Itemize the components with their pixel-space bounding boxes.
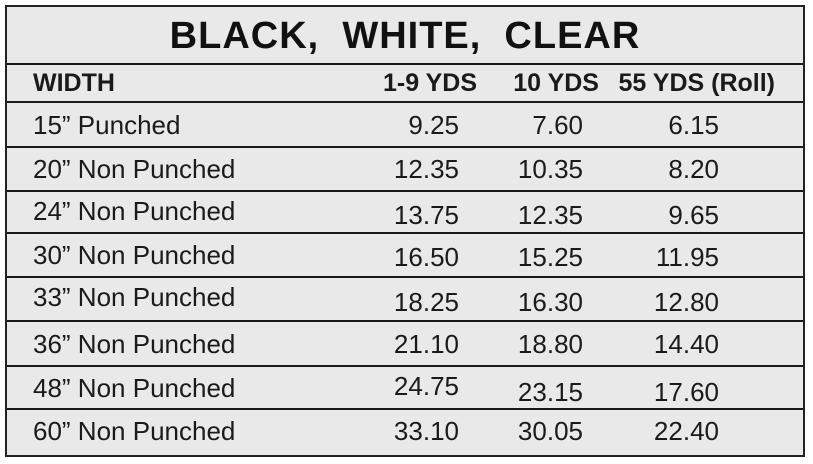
row-divider bbox=[7, 408, 803, 410]
row-price-55-yds: 6.15 bbox=[668, 110, 719, 140]
row-price-1-9-yds: 33.10 bbox=[393, 416, 459, 446]
row-price-55-yds: 14.40 bbox=[653, 329, 719, 359]
header-55-yds-roll: 55 YDS (Roll) bbox=[618, 69, 775, 97]
row-width: 48” Non Punched bbox=[33, 373, 236, 403]
row-price-1-9-yds: 13.75 bbox=[393, 200, 459, 230]
row-price-55-yds: 17.60 bbox=[653, 377, 719, 407]
row-price-1-9-yds: 12.35 bbox=[393, 154, 459, 184]
row-price-1-9-yds: 24.75 bbox=[393, 371, 459, 401]
row-price-1-9-yds: 18.25 bbox=[393, 287, 459, 317]
row-price-1-9-yds: 16.50 bbox=[393, 242, 459, 272]
header-10-yds: 10 YDS bbox=[513, 69, 599, 97]
row-price-10-yds: 16.30 bbox=[517, 287, 583, 317]
row-width: 60” Non Punched bbox=[33, 416, 236, 446]
header-width: WIDTH bbox=[33, 69, 115, 97]
row-price-10-yds: 15.25 bbox=[517, 242, 583, 272]
row-divider bbox=[7, 232, 803, 234]
row-divider bbox=[7, 276, 803, 278]
row-price-10-yds: 12.35 bbox=[517, 200, 583, 230]
header-divider bbox=[7, 101, 803, 103]
row-price-10-yds: 10.35 bbox=[517, 154, 583, 184]
row-divider bbox=[7, 320, 803, 322]
row-price-55-yds: 12.80 bbox=[653, 287, 719, 317]
row-price-10-yds: 7.60 bbox=[532, 110, 583, 140]
row-price-10-yds: 23.15 bbox=[517, 377, 583, 407]
title-divider bbox=[7, 63, 803, 65]
row-width: 24” Non Punched bbox=[33, 196, 236, 226]
row-price-55-yds: 8.20 bbox=[668, 154, 719, 184]
header-1-9-yds: 1-9 YDS bbox=[382, 69, 477, 97]
row-width: 30” Non Punched bbox=[33, 240, 236, 270]
row-price-10-yds: 18.80 bbox=[517, 329, 583, 359]
table-title: BLACK, WHITE, CLEAR bbox=[169, 15, 641, 57]
row-price-55-yds: 9.65 bbox=[668, 200, 719, 230]
row-price-1-9-yds: 9.25 bbox=[408, 110, 459, 140]
row-price-10-yds: 30.05 bbox=[517, 416, 583, 446]
row-divider bbox=[7, 190, 803, 192]
row-price-55-yds: 11.95 bbox=[655, 242, 719, 272]
row-price-55-yds: 22.40 bbox=[653, 416, 719, 446]
row-divider bbox=[7, 365, 803, 367]
row-price-1-9-yds: 21.10 bbox=[393, 329, 459, 359]
row-width: 36” Non Punched bbox=[33, 329, 236, 359]
row-width: 15” Punched bbox=[33, 110, 181, 140]
row-width: 33” Non Punched bbox=[33, 282, 236, 312]
row-divider bbox=[7, 146, 803, 148]
price-table: BLACK, WHITE, CLEAR WIDTH 1-9 YDS 10 YDS… bbox=[5, 5, 805, 457]
row-width: 20” Non Punched bbox=[33, 154, 236, 184]
